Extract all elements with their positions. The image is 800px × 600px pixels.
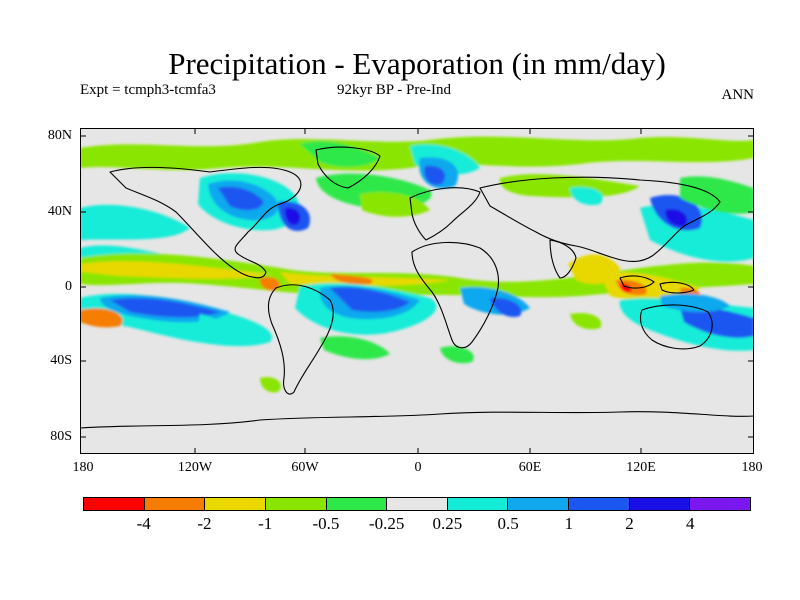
colorbar-swatch [447, 498, 509, 510]
lon-tick-label: 60W [291, 460, 319, 475]
chart-title: Precipitation - Evaporation (in mm/day) [168, 46, 666, 81]
lon-tick-label: 120E [626, 460, 656, 475]
colorbar-swatch [326, 498, 388, 510]
coastlines [79, 146, 755, 429]
lat-tick-label: 0 [65, 279, 72, 294]
anomaly-fields [80, 136, 754, 393]
lon-tick-label: 120W [177, 460, 213, 475]
experiment-label: Expt = tcmph3-tcmfa3 [80, 82, 216, 98]
colorbar-label: 4 [686, 514, 695, 533]
lon-tick-label: 180 [72, 460, 94, 475]
colorbar-label: -4 [136, 514, 151, 533]
colorbar-swatch [265, 498, 327, 510]
colorbar-label: 2 [625, 514, 634, 533]
colorbar-swatch [387, 498, 448, 510]
lat-tick-label: 80S [50, 429, 72, 444]
map-frame [80, 128, 754, 454]
season-label: ANN [721, 87, 755, 103]
lon-tick-label: 0 [414, 460, 422, 475]
map-panel [79, 128, 755, 454]
colorbar-swatch [205, 498, 266, 510]
lon-tick-label: 180 [741, 460, 763, 475]
colorbar-label: -1 [258, 514, 273, 533]
colorbar-label: 0.25 [432, 514, 463, 533]
colorbar-swatch [569, 498, 630, 510]
lon-tick-label: 60E [518, 460, 542, 475]
colorbar-label: -2 [197, 514, 212, 533]
map-svg [79, 128, 755, 454]
colorbar-swatch [690, 498, 751, 510]
colorbar-swatch [144, 498, 206, 510]
lat-tick-label: 80N [47, 128, 72, 143]
colorbar-label: 0.5 [497, 514, 519, 533]
colorbar [83, 497, 751, 511]
colorbar-label: -0.5 [312, 514, 340, 533]
colorbar-swatch [84, 498, 145, 510]
colorbar-label: -0.25 [368, 514, 405, 533]
lat-tick-label: 40N [47, 204, 72, 219]
lat-tick-label: 40S [50, 353, 72, 368]
colorbar-swatch [508, 498, 570, 510]
period-label: 92kyr BP - Pre-Ind [337, 82, 452, 98]
colorbar-swatch [629, 498, 691, 510]
colorbar-label: 1 [564, 514, 574, 533]
